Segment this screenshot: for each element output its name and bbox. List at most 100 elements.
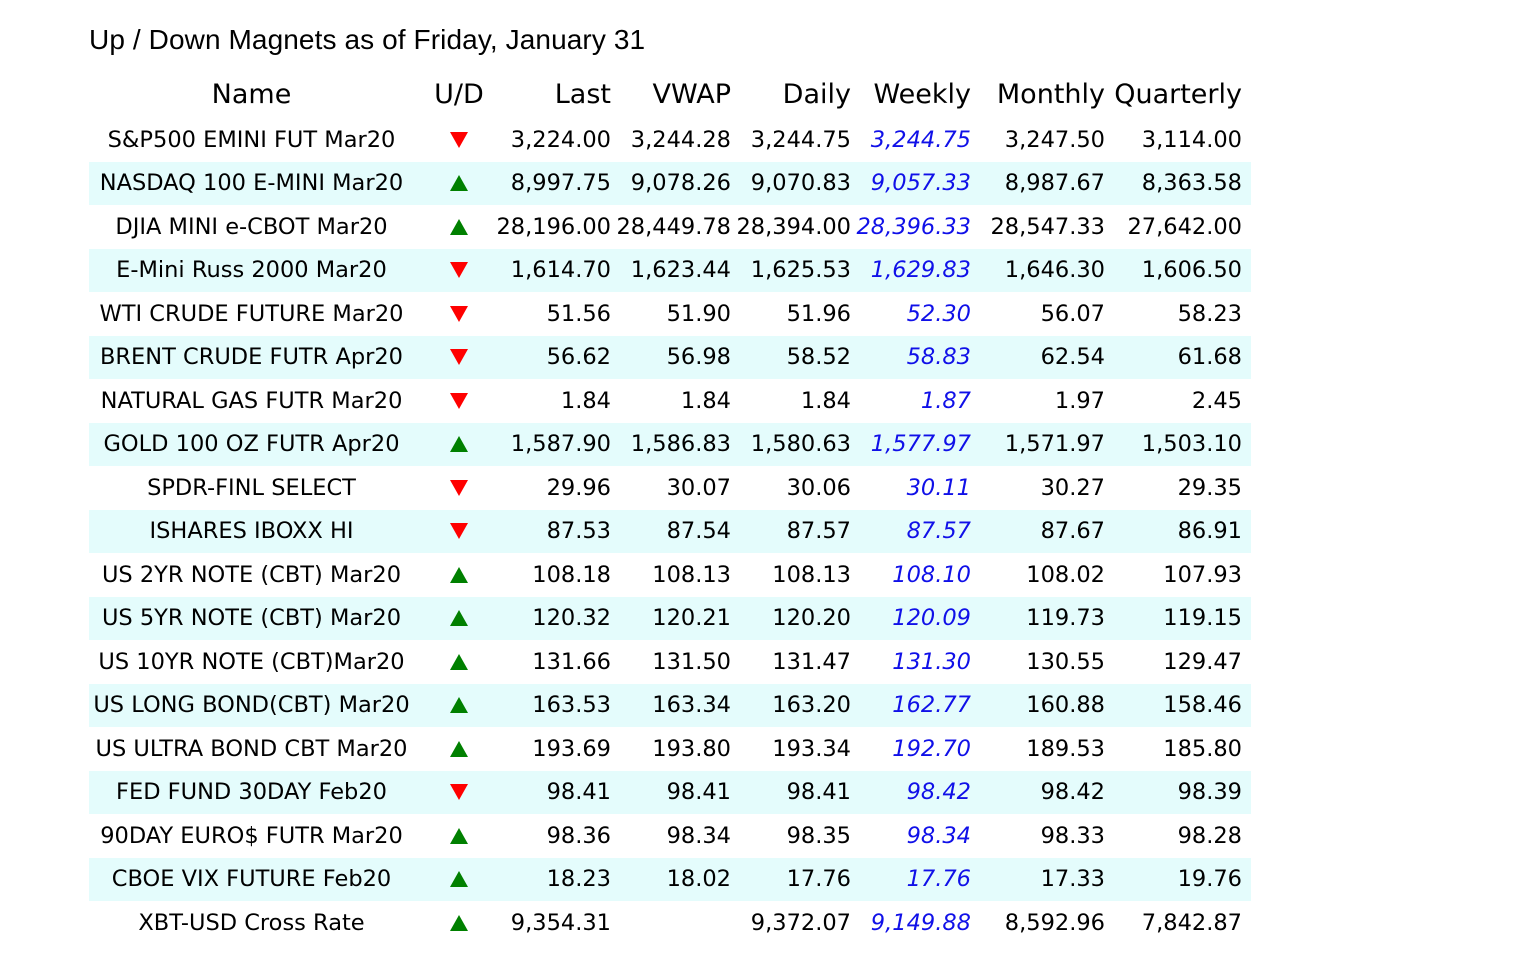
row-daily: 131.47 xyxy=(772,648,851,675)
up-arrow-icon xyxy=(450,697,468,714)
page-title: Up / Down Magnets as of Friday, January … xyxy=(89,24,646,55)
down-arrow-icon xyxy=(450,349,468,366)
row-weekly: 1,577.97 xyxy=(851,423,971,467)
row-daily: 193.34 xyxy=(772,735,851,762)
row-weekly: 108.10 xyxy=(851,553,971,597)
row-monthly: 17.33 xyxy=(1040,866,1105,893)
row-vwap: 56.98 xyxy=(666,344,731,371)
row-ud xyxy=(414,466,504,510)
weekly-value: 1,629.83 xyxy=(870,257,971,284)
table-row: GOLD 100 OZ FUTR Apr20 1,587.90 1,586.83 1,… xyxy=(89,422,1251,467)
row-quarterly: 158.46 xyxy=(1163,692,1242,719)
up-arrow-icon xyxy=(450,653,468,670)
row-weekly: 9,057.33 xyxy=(851,162,971,206)
row-name: US 10YR NOTE (CBT)Mar20 xyxy=(98,648,405,675)
up-arrow-icon xyxy=(450,740,468,757)
row-daily: 28,394.00 xyxy=(736,213,851,240)
weekly-value: 9,149.88 xyxy=(870,909,971,936)
weekly-value: 3,244.75 xyxy=(870,126,971,153)
row-name: CBOE VIX FUTURE Feb20 xyxy=(111,866,392,893)
header-last: Last xyxy=(554,79,611,110)
weekly-value: 131.30 xyxy=(892,648,971,675)
row-ud xyxy=(414,423,504,467)
weekly-value: 30.11 xyxy=(906,474,971,501)
row-last: 1,614.70 xyxy=(510,257,611,284)
up-arrow-icon xyxy=(450,610,468,627)
row-daily: 58.52 xyxy=(786,344,851,371)
row-last: 131.66 xyxy=(532,648,611,675)
row-vwap: 163.34 xyxy=(652,692,731,719)
row-vwap: 87.54 xyxy=(666,518,731,545)
row-ud xyxy=(414,814,504,858)
row-daily: 1.84 xyxy=(800,387,851,414)
row-weekly: 98.42 xyxy=(851,771,971,815)
row-last: 98.36 xyxy=(546,822,611,849)
row-monthly: 8,592.96 xyxy=(1004,909,1105,936)
row-name: FED FUND 30DAY Feb20 xyxy=(116,779,387,806)
row-last: 193.69 xyxy=(532,735,611,762)
row-ud xyxy=(414,292,504,336)
row-monthly: 62.54 xyxy=(1040,344,1105,371)
row-quarterly: 1,503.10 xyxy=(1141,431,1242,458)
row-monthly: 1.97 xyxy=(1054,387,1105,414)
row-weekly: 87.57 xyxy=(851,510,971,554)
row-last: 1.84 xyxy=(560,387,611,414)
row-ud xyxy=(414,379,504,423)
table-row: BRENT CRUDE FUTR Apr20 56.62 56.98 58.52 58.… xyxy=(89,335,1251,379)
row-last: 120.32 xyxy=(532,605,611,632)
row-quarterly: 185.80 xyxy=(1163,735,1242,762)
down-arrow-icon xyxy=(450,392,468,409)
row-vwap: 1.84 xyxy=(680,387,731,414)
row-last: 18.23 xyxy=(546,866,611,893)
down-arrow-icon xyxy=(450,523,468,540)
row-quarterly: 98.28 xyxy=(1177,822,1242,849)
table-row: SPDR-FINL SELECT 29.96 30.07 30.06 30.11 30.2… xyxy=(89,466,1251,510)
up-arrow-icon xyxy=(450,218,468,235)
row-ud xyxy=(414,684,504,728)
row-last: 163.53 xyxy=(532,692,611,719)
row-daily: 98.41 xyxy=(786,779,851,806)
row-vwap: 3,244.28 xyxy=(630,126,731,153)
row-quarterly: 8,363.58 xyxy=(1141,170,1242,197)
row-name: XBT-USD Cross Rate xyxy=(138,909,365,936)
row-ud xyxy=(414,597,504,641)
up-arrow-icon xyxy=(450,436,468,453)
down-arrow-icon xyxy=(450,479,468,496)
row-weekly: 30.11 xyxy=(851,466,971,510)
row-vwap: 120.21 xyxy=(652,605,731,632)
weekly-value: 120.09 xyxy=(892,605,971,632)
magnets-table: Name U/D Last VWAP Daily Weekly Monthly … xyxy=(89,71,1251,945)
weekly-value: 52.30 xyxy=(906,300,971,327)
row-name: GOLD 100 OZ FUTR Apr20 xyxy=(103,431,400,458)
weekly-value: 98.34 xyxy=(906,822,971,849)
row-quarterly: 129.47 xyxy=(1163,648,1242,675)
table-row: S&P500 EMINI FUT Mar20 3,224.00 3,244.28 3,… xyxy=(89,118,1251,162)
table-row: US ULTRA BOND CBT Mar20 193.69 193.80 193.3… xyxy=(89,727,1251,771)
table-row: US 10YR NOTE (CBT)Mar20 131.66 131.50 131.4… xyxy=(89,640,1251,684)
row-ud xyxy=(414,553,504,597)
row-weekly: 17.76 xyxy=(851,858,971,902)
row-daily: 9,372.07 xyxy=(750,909,851,936)
row-monthly: 87.67 xyxy=(1040,518,1105,545)
row-vwap: 1,586.83 xyxy=(630,431,731,458)
row-weekly: 52.30 xyxy=(851,292,971,336)
row-daily: 1,580.63 xyxy=(750,431,851,458)
row-name: NASDAQ 100 E-MINI Mar20 xyxy=(99,170,404,197)
row-vwap: 1,623.44 xyxy=(630,257,731,284)
row-monthly: 98.42 xyxy=(1040,779,1105,806)
table-row: FED FUND 30DAY Feb20 98.41 98.41 98.41 98.42… xyxy=(89,770,1251,815)
table-row: XBT-USD Cross Rate 9,354.31 9,372.07 9,149.… xyxy=(89,901,1251,945)
row-daily: 3,244.75 xyxy=(750,126,851,153)
row-ud xyxy=(414,640,504,684)
row-vwap: 193.80 xyxy=(652,735,731,762)
row-last: 9,354.31 xyxy=(510,909,611,936)
row-ud xyxy=(414,510,504,554)
row-last: 29.96 xyxy=(546,474,611,501)
weekly-value: 192.70 xyxy=(892,735,971,762)
row-daily: 1,625.53 xyxy=(750,257,851,284)
row-vwap: 51.90 xyxy=(666,300,731,327)
row-weekly: 28,396.33 xyxy=(851,205,971,249)
row-monthly: 1,646.30 xyxy=(1004,257,1105,284)
row-monthly: 3,247.50 xyxy=(1004,126,1105,153)
row-daily: 9,070.83 xyxy=(750,170,851,197)
